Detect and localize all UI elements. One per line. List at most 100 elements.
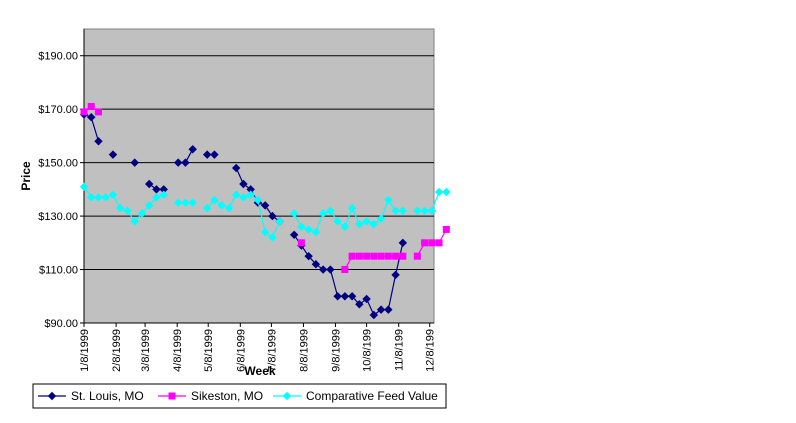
data-point <box>87 103 95 111</box>
x-tick-label: 6/8/1999 <box>235 329 247 372</box>
data-point <box>173 158 183 167</box>
data-point <box>239 179 248 189</box>
data-point <box>94 193 103 202</box>
data-point <box>173 198 183 207</box>
legend-label: St. Louis, MO <box>71 389 144 403</box>
data-point <box>80 108 88 116</box>
data-point <box>231 190 241 199</box>
data-point <box>210 195 219 205</box>
x-tick-label: 12/8/199 <box>425 329 437 372</box>
y-axis-title: Price <box>19 161 33 191</box>
legend-label: Sikeston, MO <box>191 389 263 403</box>
x-axis-tick-labels: 1/8/1999 2/8/1999 3/8/1999 4/8/1999 5/8/1999… <box>79 329 437 372</box>
data-point <box>116 203 125 213</box>
x-tick-label: 1/8/1999 <box>79 329 91 372</box>
x-tick-label: 7/8/1999 <box>266 329 278 372</box>
data-point <box>427 206 437 215</box>
data-point <box>384 195 393 205</box>
x-tick-label: 4/8/1999 <box>172 329 184 372</box>
data-point <box>318 209 328 218</box>
data-point <box>297 222 306 231</box>
data-point <box>370 252 378 260</box>
data-point <box>202 203 212 213</box>
series-1 <box>80 103 450 274</box>
data-point <box>87 193 96 202</box>
data-point <box>145 201 154 210</box>
x-tick-label: 3/8/1999 <box>140 329 152 372</box>
x-tick-label: 11/8/199 <box>394 329 406 371</box>
data-point <box>341 266 349 274</box>
data-point <box>391 206 400 215</box>
legend-marker <box>168 392 176 400</box>
data-point <box>434 187 444 197</box>
y-tick-label: $190.00 <box>38 51 78 63</box>
series-layer <box>79 103 451 320</box>
data-point <box>246 190 255 199</box>
data-point <box>340 292 350 301</box>
data-point <box>398 238 408 248</box>
x-axis-title: Week <box>244 364 275 378</box>
data-point <box>304 225 313 234</box>
data-point <box>152 193 161 202</box>
data-point <box>318 265 328 274</box>
y-axis-tick-labels: $90.00 $110.00 $130.00 $150.00 $170.00 $190.0… <box>38 51 78 330</box>
data-point <box>130 158 139 167</box>
legend-label: Comparative Feed Value <box>306 389 438 403</box>
data-point <box>420 206 429 215</box>
data-point <box>348 252 356 260</box>
y-tick-label: $170.00 <box>38 104 78 116</box>
data-point <box>297 239 305 247</box>
legend-marker <box>47 391 57 401</box>
y-tick-label: $110.00 <box>39 265 78 277</box>
data-point <box>355 300 364 309</box>
data-point <box>326 206 335 215</box>
data-point <box>123 206 132 215</box>
data-point <box>202 150 212 159</box>
data-point <box>413 252 421 260</box>
data-point <box>181 158 190 167</box>
data-point <box>326 265 335 274</box>
series-2 <box>79 182 451 242</box>
data-point <box>377 252 385 260</box>
data-point <box>108 150 118 159</box>
data-point <box>253 195 263 205</box>
data-point <box>333 217 342 226</box>
data-point <box>231 163 241 173</box>
data-point <box>275 217 284 226</box>
x-tick-label: 9/8/1999 <box>331 329 343 372</box>
legend-items: St. Louis, MO Sikeston, MO Comparative Fee… <box>38 389 438 403</box>
data-point <box>159 190 168 199</box>
legend-box <box>32 383 447 409</box>
data-point <box>376 214 386 223</box>
data-point <box>152 185 161 194</box>
data-point <box>239 193 248 202</box>
data-point <box>87 112 96 122</box>
data-point <box>376 305 386 314</box>
data-point <box>362 294 371 304</box>
y-tick-label: $90.00 <box>44 318 78 330</box>
data-point <box>260 201 270 210</box>
data-point <box>304 251 313 261</box>
data-point <box>355 219 364 229</box>
y-tick-label: $130.00 <box>38 211 78 223</box>
data-point <box>347 292 357 301</box>
data-point <box>442 187 451 197</box>
data-point <box>347 203 357 213</box>
data-point <box>268 233 277 242</box>
data-point <box>399 252 407 260</box>
data-point <box>384 305 393 314</box>
data-point <box>363 252 371 260</box>
data-point <box>224 203 234 213</box>
data-point <box>333 292 342 301</box>
data-point <box>188 145 197 154</box>
data-point <box>435 239 443 247</box>
data-point <box>289 230 299 240</box>
data-point <box>398 206 408 215</box>
data-point <box>145 179 154 189</box>
data-point <box>311 259 321 269</box>
data-point <box>268 211 277 221</box>
legend: St. Louis, MO Sikeston, MO Comparative Fee… <box>32 383 447 409</box>
data-point <box>369 219 379 229</box>
data-point <box>311 227 321 237</box>
